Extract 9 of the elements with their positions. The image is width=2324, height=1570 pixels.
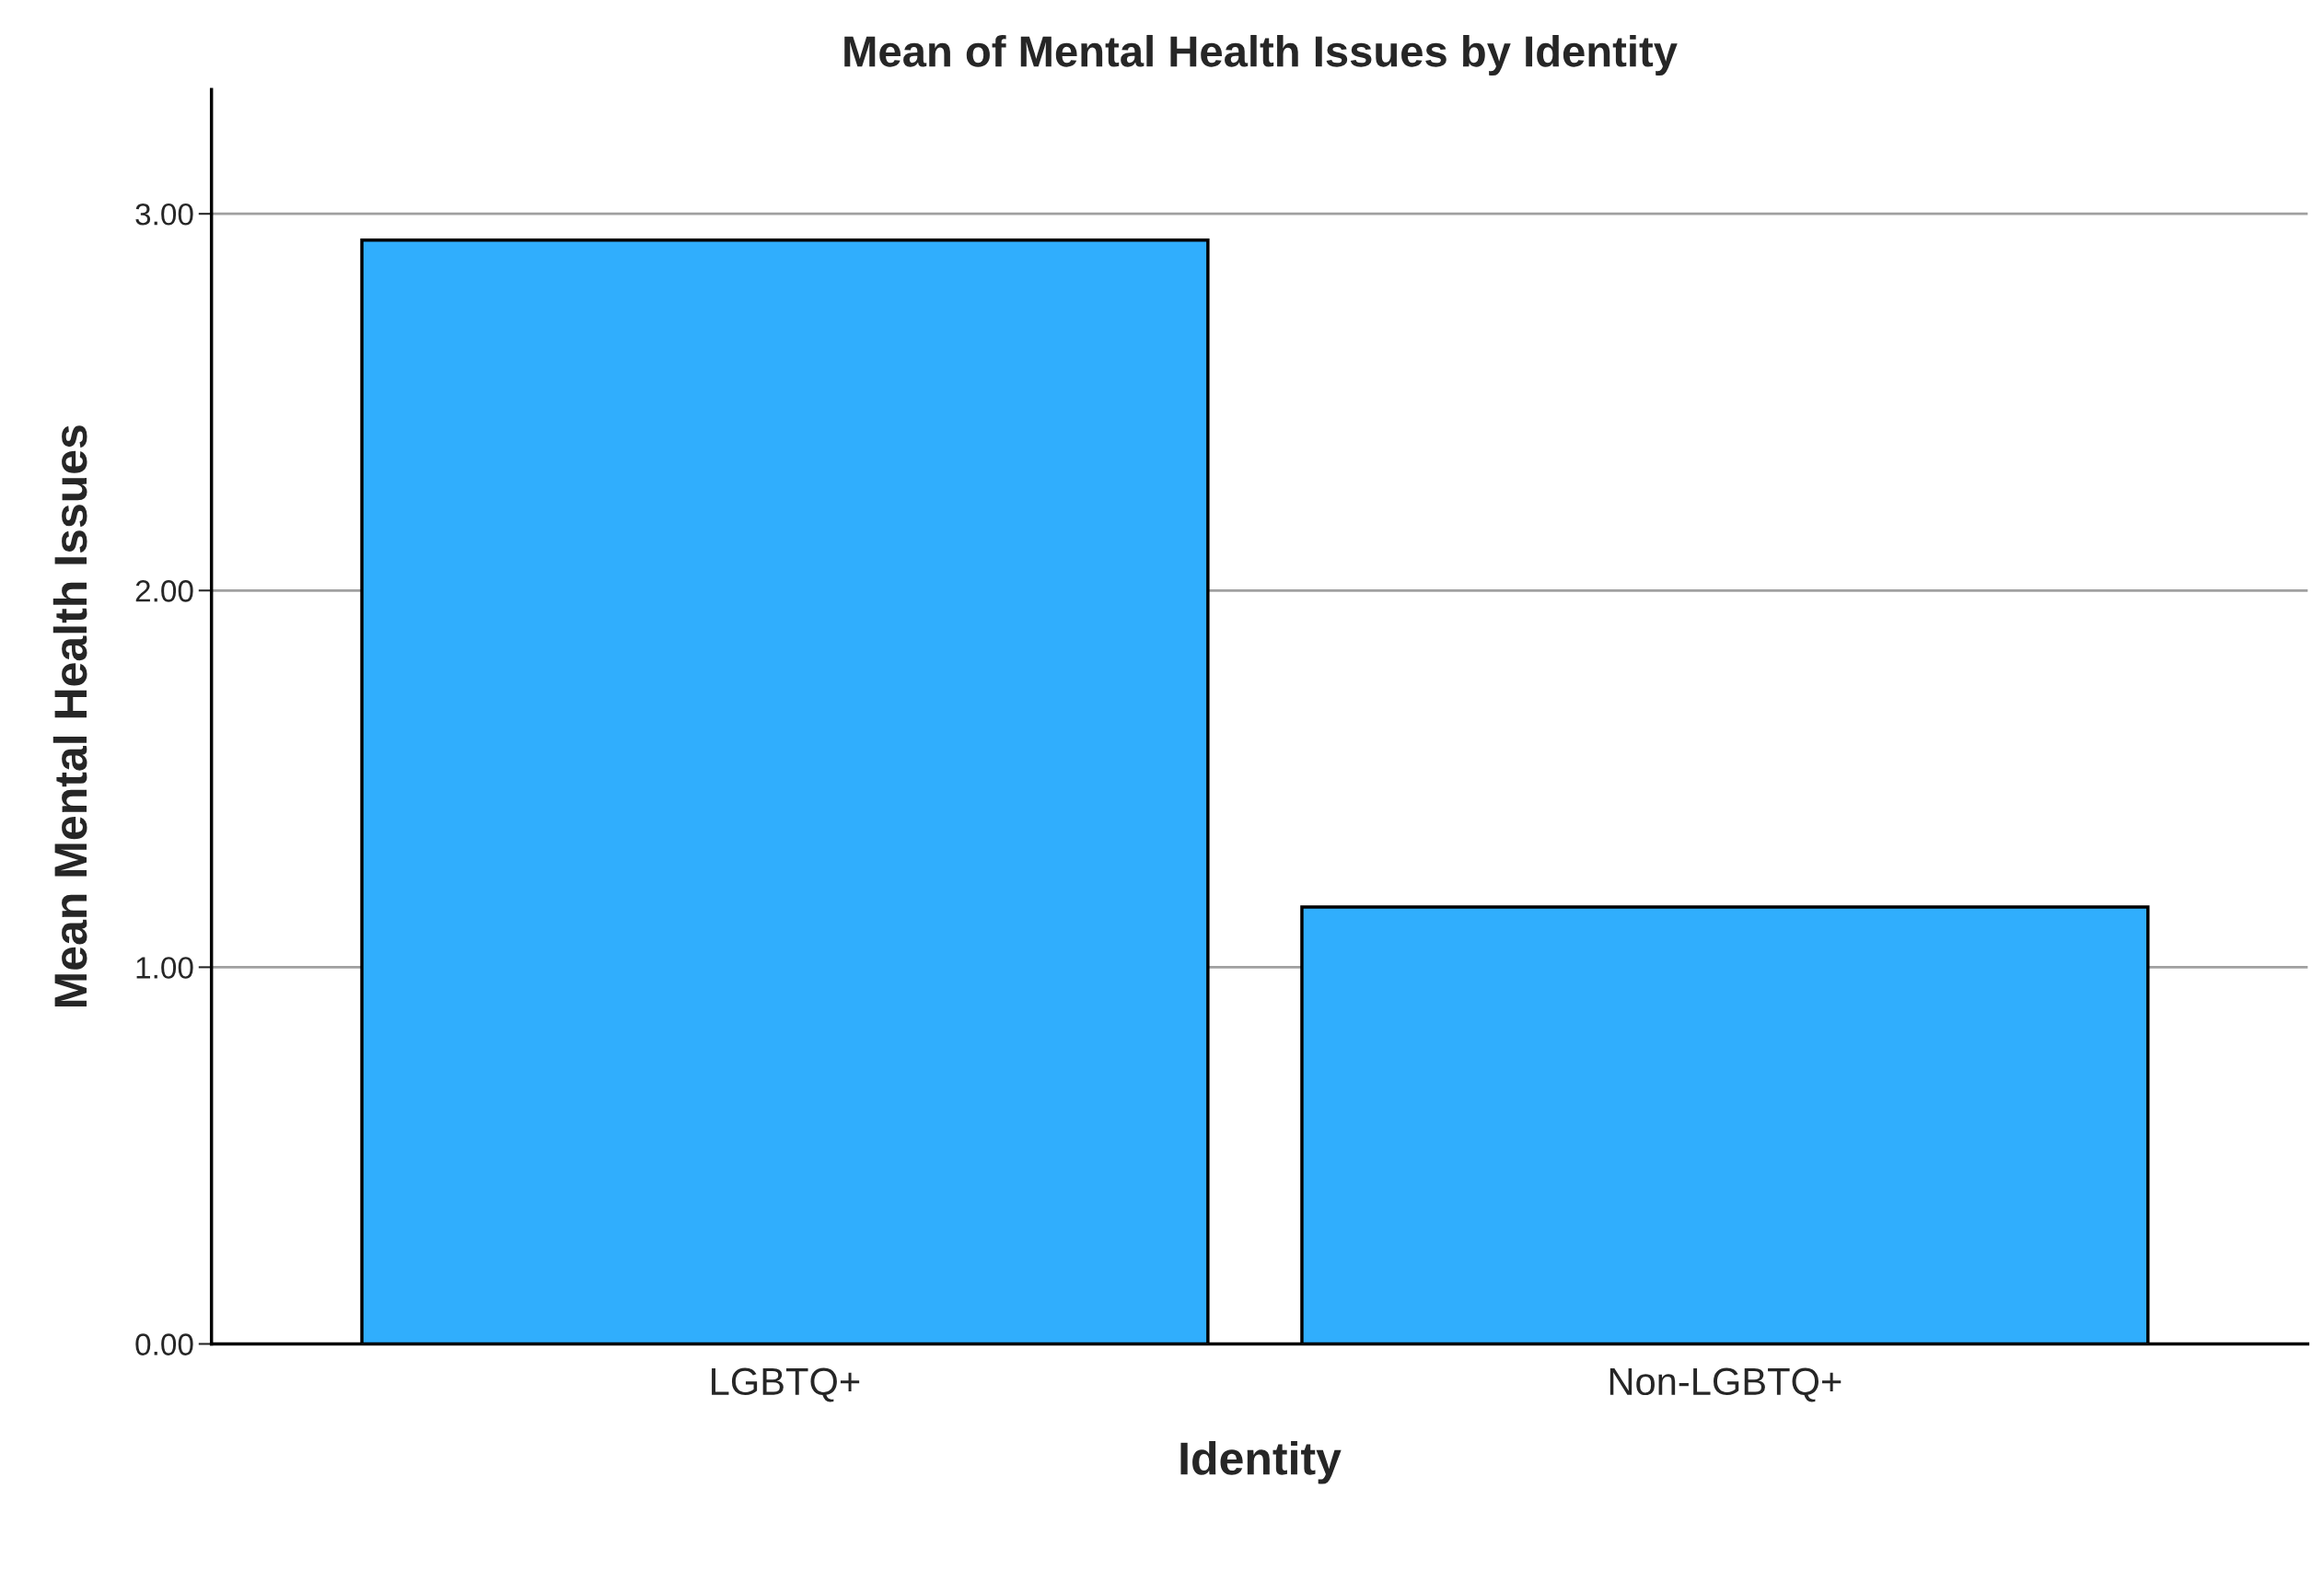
y-axis-title: Mean Mental Health Issues — [52, 425, 87, 1007]
y-tick-label: 0.00 — [135, 1333, 193, 1355]
x-tick-label: Non-LGBTQ+ — [1609, 1367, 1842, 1402]
chart-title: Mean of Mental Health Issues by Identity — [844, 34, 1678, 76]
x-tick-label: LGBTQ+ — [712, 1367, 860, 1402]
y-tick-label: 2.00 — [135, 580, 193, 602]
x-axis-title: Identity — [1180, 1440, 1342, 1484]
y-tick-label: 3.00 — [135, 203, 193, 226]
y-tick-label: 1.00 — [136, 957, 193, 979]
